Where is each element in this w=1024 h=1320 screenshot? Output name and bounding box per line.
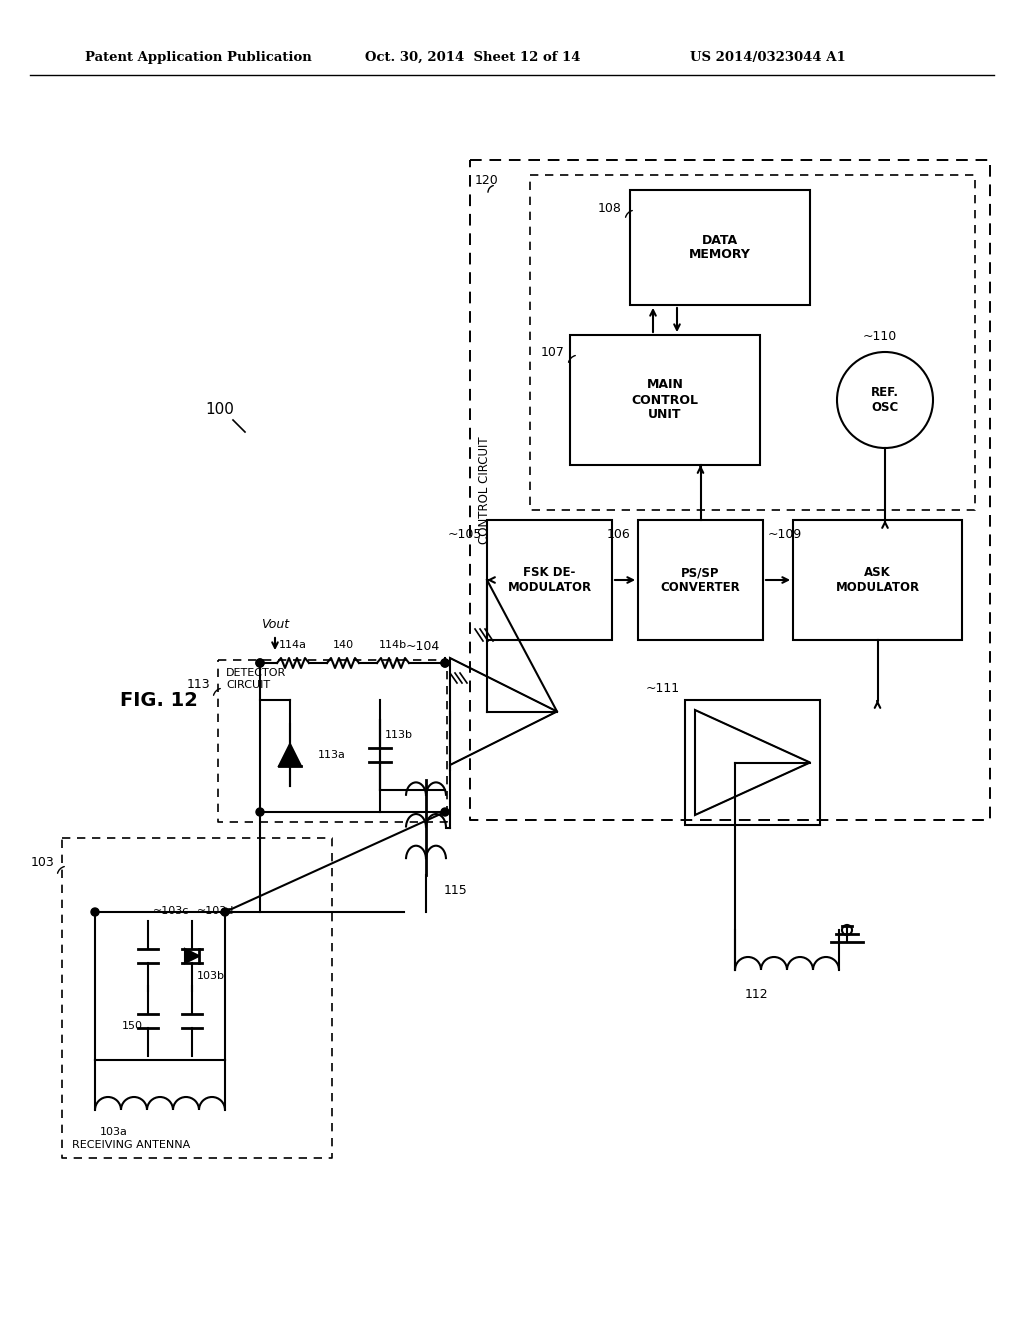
Text: ~103c: ~103c xyxy=(153,906,189,916)
Bar xyxy=(487,520,612,640)
Text: 107: 107 xyxy=(541,346,565,359)
Text: 113a: 113a xyxy=(318,750,346,760)
Circle shape xyxy=(91,908,99,916)
Circle shape xyxy=(441,659,449,667)
Text: DATA
MEMORY: DATA MEMORY xyxy=(689,234,751,261)
Text: Patent Application Publication: Patent Application Publication xyxy=(85,50,311,63)
Text: RECEIVING ANTENNA: RECEIVING ANTENNA xyxy=(72,1140,190,1150)
Bar xyxy=(570,335,760,465)
Text: MAIN
CONTROL
UNIT: MAIN CONTROL UNIT xyxy=(632,379,698,421)
Circle shape xyxy=(256,659,264,667)
Circle shape xyxy=(221,908,229,916)
Circle shape xyxy=(256,659,264,667)
Text: REF.
OSC: REF. OSC xyxy=(871,385,899,414)
Text: ~104: ~104 xyxy=(406,639,440,652)
Circle shape xyxy=(441,659,449,667)
Text: ASK
MODULATOR: ASK MODULATOR xyxy=(836,566,920,594)
Text: ~105: ~105 xyxy=(447,528,482,541)
Text: ~109: ~109 xyxy=(768,528,802,541)
Text: FIG. 12: FIG. 12 xyxy=(120,690,198,710)
Text: 150: 150 xyxy=(122,1020,143,1031)
Polygon shape xyxy=(279,744,301,766)
Text: 112: 112 xyxy=(745,989,769,1002)
Text: ~110: ~110 xyxy=(863,330,897,342)
Text: PS/SP
CONVERTER: PS/SP CONVERTER xyxy=(660,566,740,594)
Bar xyxy=(630,190,810,305)
Text: 100: 100 xyxy=(205,403,233,417)
Polygon shape xyxy=(450,657,557,766)
Text: 115: 115 xyxy=(444,883,468,896)
Text: CONTROL CIRCUIT: CONTROL CIRCUIT xyxy=(477,436,490,544)
Text: ~103d: ~103d xyxy=(197,906,234,916)
Text: Vout: Vout xyxy=(261,619,289,631)
Text: 106: 106 xyxy=(606,528,630,541)
Text: ~111: ~111 xyxy=(646,681,680,694)
Bar xyxy=(685,700,820,825)
Bar xyxy=(638,520,763,640)
Text: 113: 113 xyxy=(186,678,210,692)
Text: FSK DE-
MODULATOR: FSK DE- MODULATOR xyxy=(508,566,592,594)
Text: 113b: 113b xyxy=(385,730,413,741)
Text: 114a: 114a xyxy=(279,640,307,649)
Text: 140: 140 xyxy=(333,640,353,649)
Polygon shape xyxy=(695,710,810,814)
Bar xyxy=(793,520,962,640)
Text: 103: 103 xyxy=(31,857,54,870)
Text: US 2014/0323044 A1: US 2014/0323044 A1 xyxy=(690,50,846,63)
Circle shape xyxy=(441,808,449,816)
Text: 108: 108 xyxy=(598,202,622,214)
Text: 114b: 114b xyxy=(379,640,408,649)
Text: 103a: 103a xyxy=(100,1127,128,1137)
Text: DETECTOR
CIRCUIT: DETECTOR CIRCUIT xyxy=(226,668,287,689)
Text: 120: 120 xyxy=(475,173,499,186)
Text: Oct. 30, 2014  Sheet 12 of 14: Oct. 30, 2014 Sheet 12 of 14 xyxy=(365,50,581,63)
Text: 103b: 103b xyxy=(197,972,225,981)
Circle shape xyxy=(256,808,264,816)
Polygon shape xyxy=(185,949,199,964)
